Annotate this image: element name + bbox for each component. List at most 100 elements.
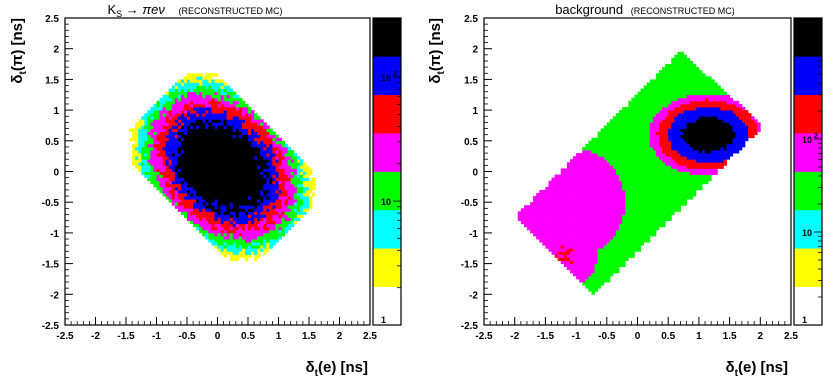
heatmap-cell [180, 165, 185, 169]
heatmap-cell [588, 153, 592, 157]
heatmap-cell [220, 107, 224, 111]
heatmap-cell [680, 119, 684, 123]
heatmap-cell [655, 168, 660, 172]
heatmap-cell [530, 217, 534, 222]
heatmap-cell [622, 116, 626, 120]
heatmap-cell [695, 116, 700, 120]
heatmap-cell [640, 128, 645, 132]
heatmap-cell [573, 159, 577, 163]
heatmap-cell [625, 220, 629, 225]
heatmap-cell [705, 82, 709, 86]
heatmap-cell [566, 257, 571, 261]
heatmap-cell [281, 217, 285, 222]
heatmap-cell [275, 180, 279, 185]
heatmap-cell [214, 150, 218, 154]
heatmap-cell [254, 226, 258, 231]
heatmap-cell [263, 168, 267, 172]
heatmap-cell [619, 128, 623, 132]
heatmap-cell [622, 128, 626, 132]
heatmap-cell [251, 110, 255, 114]
heatmap-cell [205, 192, 209, 197]
heatmap-cell [588, 285, 592, 289]
heatmap-cell [594, 162, 598, 166]
heatmap-cell [597, 134, 602, 139]
heatmap-cell [692, 67, 697, 71]
heatmap-cell [579, 220, 583, 225]
heatmap-cell [643, 211, 648, 215]
heatmap-cell [238, 199, 243, 203]
heatmap-cell [223, 85, 228, 90]
heatmap-cell [165, 134, 170, 139]
heatmap-cell [217, 116, 221, 120]
heatmap-cell [147, 177, 151, 182]
heatmap-cell [257, 162, 261, 166]
heatmap-cell [254, 162, 258, 166]
heatmap-cell [655, 211, 660, 215]
heatmap-cell [643, 186, 648, 191]
heatmap-cell [637, 137, 641, 142]
heatmap-cell [628, 196, 632, 200]
heatmap-cell [646, 180, 651, 185]
heatmap-cell [582, 174, 586, 179]
heatmap-cell [576, 229, 580, 234]
heatmap-cell [263, 232, 267, 237]
heatmap-cell [683, 186, 688, 191]
heatmap-cell [241, 156, 246, 160]
heatmap-cell [579, 205, 583, 209]
heatmap-cell [680, 174, 684, 179]
heatmap-cell [183, 88, 188, 93]
heatmap-cell [520, 214, 525, 218]
heatmap-cell [634, 223, 638, 228]
heatmap-cell [211, 119, 215, 123]
heatmap-cell [686, 119, 691, 123]
heatmap-cell [646, 208, 651, 212]
heatmap-cell [238, 192, 243, 197]
heatmap-cell [705, 97, 709, 102]
heatmap-cell [566, 245, 571, 249]
heatmap-cell [600, 282, 605, 286]
heatmap-cell [254, 254, 258, 258]
heatmap-cell [597, 272, 602, 277]
heatmap-cell [557, 180, 562, 185]
heatmap-cell [609, 260, 614, 264]
heatmap-cell [150, 134, 154, 139]
heatmap-cell [244, 140, 249, 145]
heatmap-cell [177, 146, 182, 151]
heatmap-cell [594, 146, 598, 151]
heatmap-cell [625, 211, 629, 215]
heatmap-cell [281, 159, 285, 163]
heatmap-cell [640, 214, 645, 218]
heatmap-cell [652, 220, 657, 225]
heatmap-cell [159, 100, 163, 105]
heatmap-cell [296, 189, 301, 194]
heatmap-cell [220, 248, 224, 252]
heatmap-cell [665, 174, 669, 179]
heatmap-cell [238, 235, 243, 240]
heatmap-cell [232, 143, 237, 148]
heatmap-cell [609, 168, 614, 172]
heatmap-cell [208, 232, 212, 237]
heatmap-cell [138, 128, 142, 132]
heatmap-cell [634, 177, 638, 182]
heatmap-cell [640, 116, 645, 120]
heatmap-cell [211, 162, 215, 166]
heatmap-cell [658, 199, 663, 203]
heatmap-cell [174, 174, 179, 179]
heatmap-cell [668, 183, 672, 188]
heatmap-cell [646, 183, 651, 188]
heatmap-cell [554, 217, 559, 222]
heatmap-cell [193, 183, 197, 188]
heatmap-cell [622, 235, 626, 240]
heatmap-cell [196, 88, 200, 93]
heatmap-cell [241, 125, 246, 129]
heatmap-cell [190, 199, 194, 203]
heatmap-cell [631, 134, 635, 139]
heatmap-cell [211, 125, 215, 129]
heatmap-cell [284, 208, 289, 212]
heatmap-cell [177, 177, 182, 182]
heatmap-cell [612, 162, 617, 166]
heatmap-cell [554, 186, 559, 191]
heatmap-cell [214, 217, 218, 222]
heatmap-cell [217, 226, 221, 231]
heatmap-cell [591, 217, 595, 222]
